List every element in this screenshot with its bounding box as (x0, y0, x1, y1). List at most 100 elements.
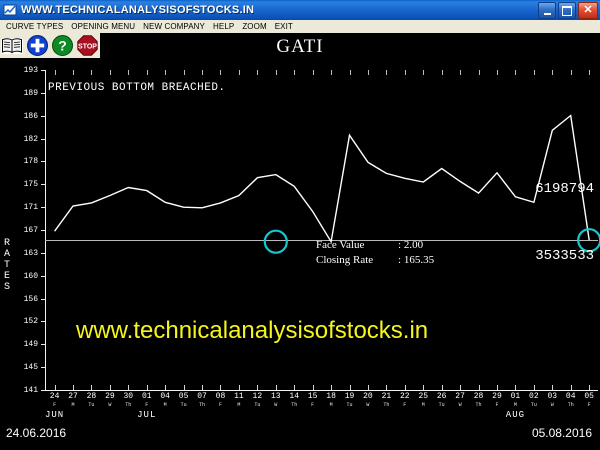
x-axis-day-label: W (458, 402, 462, 408)
y-axis-tick-label: 186 (23, 111, 38, 121)
menu-bar: CURVE TYPES OPENING MENU NEW COMPANY HEL… (0, 20, 600, 34)
x-axis-tick-mark (478, 385, 480, 390)
x-axis-tick-label: 08 (215, 392, 226, 401)
closing-rate-row: Closing Rate: 165.35 (316, 253, 434, 268)
y-axis-tick-label: 141 (23, 386, 38, 395)
x-axis-tick-mark (183, 385, 185, 390)
x-axis-tick-label: 14 (289, 392, 299, 401)
x-axis-tick-mark (589, 385, 591, 390)
menu-item-zoom[interactable]: ZOOM (242, 22, 267, 31)
chart-annotation: PREVIOUS BOTTOM BREACHED. (48, 82, 226, 94)
x-axis-tick-mark (441, 385, 443, 390)
stop-button[interactable]: STOP (75, 33, 99, 58)
x-axis-tick-label: 01 (510, 392, 521, 401)
x-axis-tick-mark (367, 385, 369, 390)
x-axis-line (45, 390, 598, 391)
y-axis-tick-mark (41, 230, 45, 231)
x-axis-day-label: W (108, 402, 112, 408)
menu-item-exit[interactable]: EXIT (274, 22, 293, 31)
x-axis-day-label: W (550, 402, 554, 408)
restore-button[interactable] (558, 2, 576, 19)
x-axis-tick-mark (109, 385, 111, 390)
x-axis-top-tick-mark (183, 70, 185, 75)
x-axis-day-label: Tu (254, 402, 261, 408)
x-axis-day-label: Th (125, 402, 132, 408)
closing-rate: 165.35 (403, 254, 435, 266)
x-axis-tick-mark (220, 385, 222, 390)
close-button[interactable]: ✕ (578, 2, 598, 19)
volume-label-upper: 6198794 (535, 181, 594, 197)
x-axis-tick-label: 04 (160, 392, 170, 401)
x-axis-day-label: W (366, 402, 370, 408)
x-axis-top-tick-mark (570, 70, 572, 75)
x-axis-top-tick-mark (165, 70, 167, 75)
x-axis-tick-label: 21 (381, 392, 392, 401)
reference-line (45, 240, 598, 241)
menu-item-curve-types[interactable]: CURVE TYPES (6, 22, 64, 31)
y-axis-tick-label: 156 (23, 294, 38, 304)
x-axis-tick-mark (294, 385, 296, 390)
y-axis-tick-label: 175 (23, 180, 38, 190)
x-axis-day-label: F (218, 402, 222, 408)
x-axis-tick-mark (570, 385, 572, 390)
book-icon (1, 37, 23, 55)
x-axis-tick-label: 26 (436, 392, 447, 401)
y-axis-tick-mark (41, 207, 45, 209)
x-axis-tick-label: 13 (270, 392, 281, 401)
x-axis-tick-mark (349, 385, 351, 390)
plus-circle-icon (26, 35, 48, 56)
menu-item-help[interactable]: HELP (213, 22, 235, 31)
x-axis-tick-mark (533, 385, 535, 390)
range-start-date: 24.06.2016 (6, 426, 67, 440)
x-axis-top-tick-mark (109, 70, 111, 75)
x-axis-month-label: AUG (505, 410, 525, 420)
y-axis-tick-label: 182 (23, 134, 38, 144)
menu-item-new-company[interactable]: NEW COMPANY (143, 22, 205, 31)
chart-app-icon (3, 3, 17, 17)
price-line (54, 114, 590, 244)
range-end-date: 05.08.2016 (531, 426, 592, 440)
y-axis-tick-label: 149 (23, 340, 38, 350)
y-axis-tick-mark (41, 161, 45, 163)
x-axis-top-tick-mark (257, 70, 259, 75)
x-axis-tick-mark (496, 385, 498, 390)
x-axis-day-label: Th (291, 402, 298, 408)
help-button[interactable]: ? (50, 33, 74, 58)
y-axis-tick-mark (41, 367, 45, 369)
x-axis-top-tick-mark (331, 70, 333, 75)
stop-sign-icon: STOP (76, 35, 98, 56)
x-axis-top-tick-mark (146, 70, 148, 75)
x-axis-day-label: Tu (180, 402, 187, 408)
x-axis-tick-mark (202, 385, 204, 390)
minimize-button[interactable] (538, 2, 556, 19)
x-axis-tick-label: 02 (529, 392, 539, 401)
svg-text:?: ? (58, 38, 67, 54)
site-watermark: www.technicalanalysisofstocks.in (76, 317, 429, 344)
y-axis-tick-label: 160 (23, 271, 38, 281)
x-axis-tick-label: 12 (252, 392, 263, 401)
y-axis-tick-mark (41, 275, 45, 277)
x-axis-tick-label: 22 (400, 392, 410, 401)
x-axis-tick-label: 11 (234, 392, 244, 401)
x-axis-day-label: Tu (438, 402, 445, 408)
x-axis-tick-mark (460, 385, 462, 390)
price-line-plot (54, 114, 600, 254)
x-axis-top-tick-mark (367, 70, 369, 75)
menu-item-opening-menu[interactable]: OPENING MENU (71, 22, 136, 31)
add-button[interactable] (25, 33, 49, 58)
x-axis-day-label: Tu (88, 402, 95, 408)
y-axis-tick-mark (41, 321, 45, 323)
x-axis-day-label: M (71, 402, 75, 408)
open-book-button[interactable] (0, 33, 24, 58)
highlight-marker-circle (263, 229, 288, 254)
y-axis-tick-mark (41, 252, 45, 254)
x-axis-tick-mark (128, 385, 130, 390)
x-axis-day-label: F (145, 402, 149, 408)
y-axis-tick-label: 167 (23, 226, 38, 235)
toolbar-filler (100, 33, 600, 58)
x-axis-tick-label: 05 (584, 392, 594, 401)
x-axis-tick-label: 07 (197, 392, 207, 401)
x-axis-top-tick-mark (515, 70, 517, 75)
